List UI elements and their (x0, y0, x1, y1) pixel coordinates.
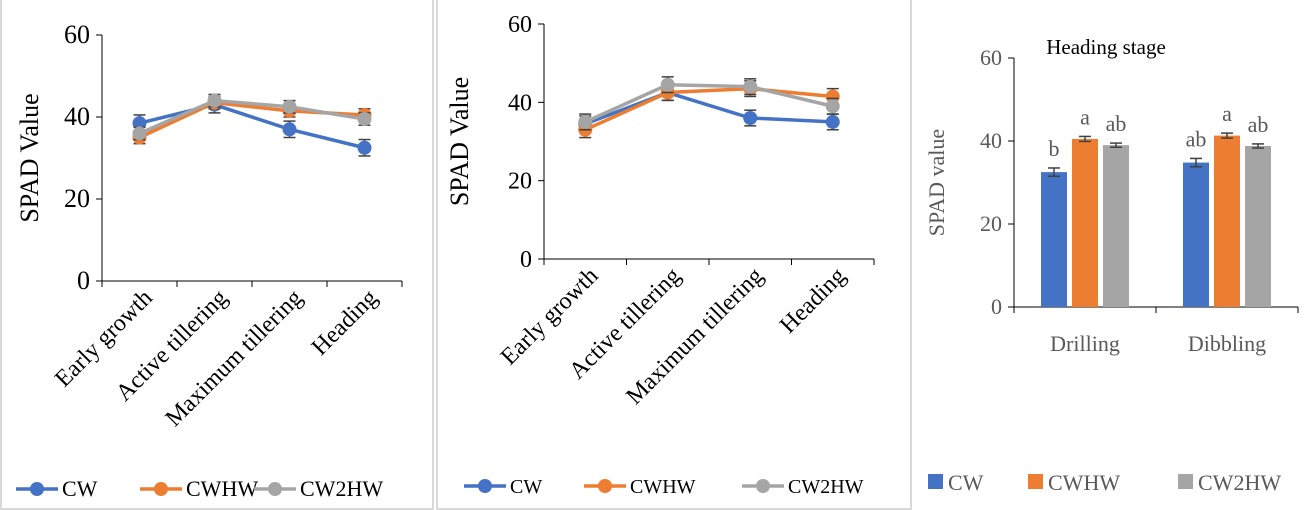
data-point-cw2hw (826, 99, 840, 113)
legend-marker-cwhw (154, 482, 168, 496)
significance-letter: a (1222, 101, 1232, 126)
legend-marker-cw2hw (268, 482, 282, 496)
chart-title: Heading stage (1046, 35, 1166, 59)
data-point-cw2hw (743, 80, 757, 94)
legend-label-cwhw: CWHW (1048, 470, 1120, 495)
y-tick-label: 20 (508, 169, 532, 195)
chart-panel-middle: 0 20 40 60 Early growth Active tillering Maxim… (436, 0, 912, 510)
y-tick-label: 0 (77, 266, 90, 295)
y-tick-label: 60 (64, 20, 90, 49)
data-point-cw2hw (661, 78, 675, 92)
y-tick-label: 40 (64, 102, 90, 131)
y-tick-label: 0 (991, 294, 1002, 319)
x-category-label: Dibbling (1188, 331, 1266, 356)
data-point-cw (358, 141, 372, 155)
y-axis-title: SPAD Value (445, 77, 474, 206)
x-category-label: Heading (775, 263, 851, 339)
y-tick-label: 0 (520, 247, 532, 273)
data-point-cw2hw (578, 115, 592, 129)
y-tick-label: 60 (508, 12, 532, 38)
legend-label-cw: CW (62, 476, 98, 501)
data-point-cw2hw (208, 94, 222, 108)
y-tick-label: 20 (980, 211, 1002, 236)
bar-cwhw (1072, 139, 1098, 307)
data-point-cw (743, 111, 757, 125)
bar-cw (1183, 163, 1209, 307)
series-line-cw (140, 105, 365, 148)
legend-label-cwhw: CWHW (630, 476, 696, 498)
x-category-label: Heading (307, 285, 383, 361)
x-category-label: Drilling (1050, 331, 1120, 356)
legend-swatch-cw2hw (1178, 474, 1193, 489)
chart-panel-left: 0 20 40 60 Early growth Active tillering Maxim… (0, 0, 434, 510)
legend-label-cw2hw: CW2HW (300, 476, 383, 501)
y-tick-label: 60 (980, 45, 1002, 70)
legend-marker-cwhw (598, 479, 612, 493)
legend-swatch-cwhw (1028, 474, 1043, 489)
bar-cw2hw (1245, 146, 1271, 307)
legend-label-cw2hw: CW2HW (1198, 470, 1281, 495)
legend-marker-cw2hw (756, 479, 770, 493)
data-point-cw2hw (283, 100, 297, 114)
bar-chart-right: 0 20 40 60 Drilling Dibbling SPAD value Heading… (912, 0, 1304, 510)
legend-label-cw: CW (948, 470, 984, 495)
significance-letter: ab (1186, 126, 1207, 151)
y-tick-label: 40 (980, 128, 1002, 153)
y-axis-title: SPAD value (924, 129, 949, 236)
y-tick-label: 40 (508, 90, 532, 116)
significance-letter: ab (1248, 112, 1269, 137)
chart-panel-right: 0 20 40 60 Drilling Dibbling SPAD value Heading… (912, 0, 1304, 510)
legend-marker-cw (478, 479, 492, 493)
legend-label-cw2hw: CW2HW (788, 476, 864, 498)
y-tick-label: 20 (64, 184, 90, 213)
legend-swatch-cw (928, 474, 943, 489)
x-category-label: Maximum tillering (161, 285, 308, 432)
bar-cwhw (1214, 136, 1240, 307)
data-point-cw (826, 115, 840, 129)
bar-cw (1041, 172, 1067, 307)
data-point-cw2hw (133, 126, 147, 140)
legend-label-cwhw: CWHW (186, 476, 258, 501)
y-axis-title: SPAD Value (15, 93, 44, 222)
legend-marker-cw (30, 482, 44, 496)
significance-letter: a (1080, 104, 1090, 129)
data-point-cw (283, 122, 297, 136)
x-category-label: Maximum tillering (621, 263, 768, 410)
legend-label-cw: CW (510, 476, 542, 498)
significance-letter: b (1049, 136, 1060, 161)
data-point-cw2hw (358, 112, 372, 126)
significance-letter: ab (1106, 111, 1127, 136)
bar-cw2hw (1103, 145, 1129, 307)
